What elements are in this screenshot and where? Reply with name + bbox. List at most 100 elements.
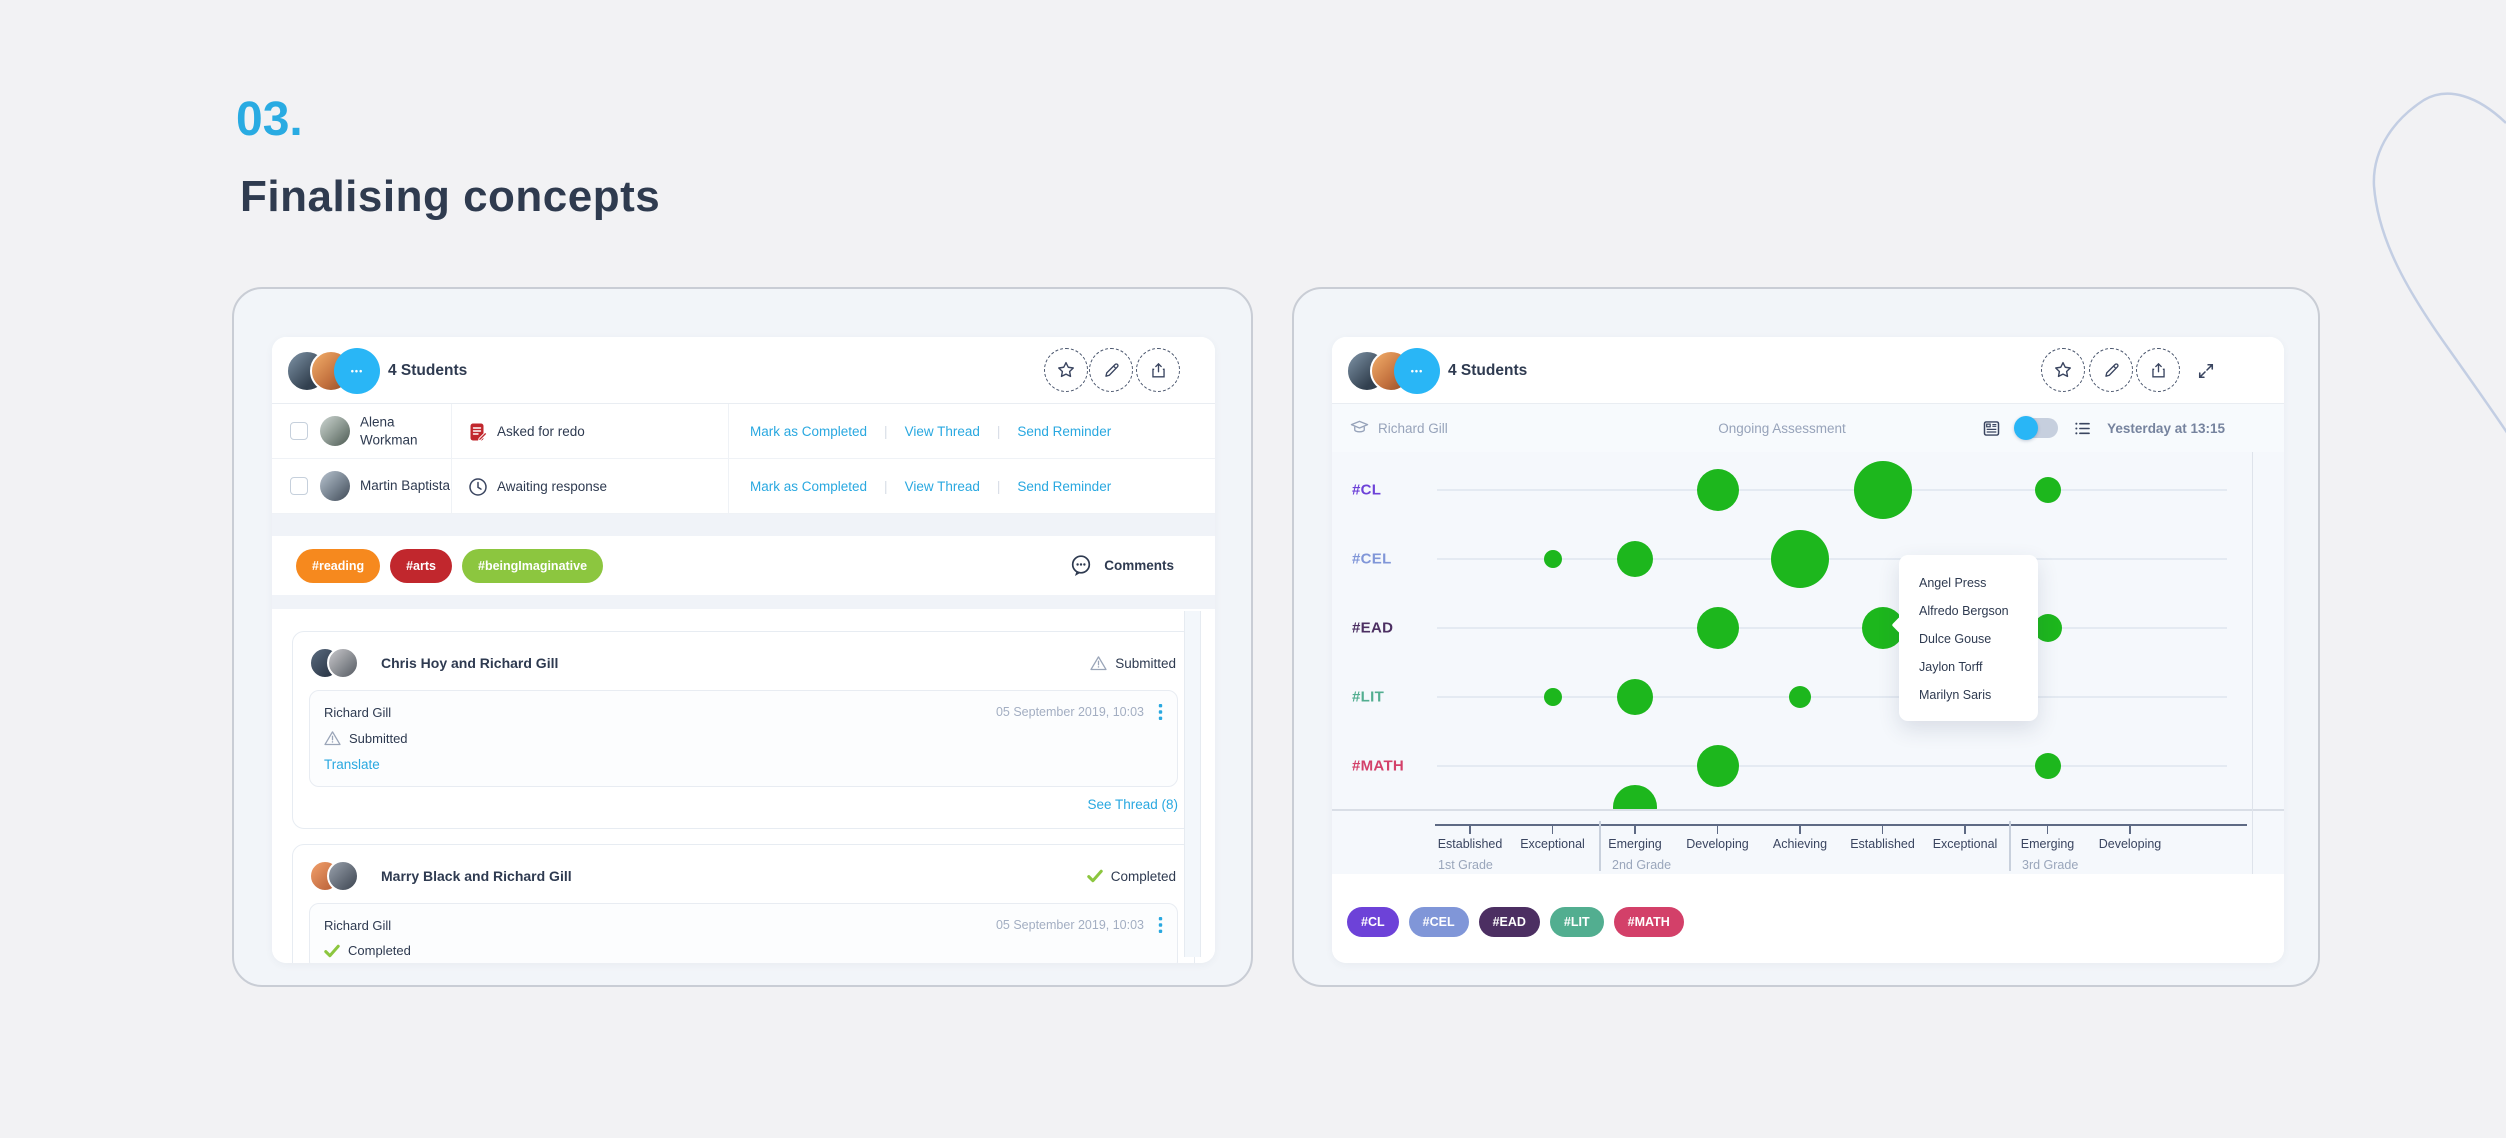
list-view-icon[interactable] bbox=[2072, 418, 2093, 439]
tag-beingImaginative[interactable]: #beingImaginative bbox=[462, 548, 604, 583]
grade-group-label: 2nd Grade bbox=[1612, 858, 1672, 872]
data-bubble[interactable] bbox=[1696, 469, 1739, 511]
section-gap bbox=[272, 514, 1215, 536]
tag-reading[interactable]: #reading bbox=[296, 548, 381, 583]
avatar bbox=[327, 647, 359, 679]
edit-button[interactable] bbox=[2089, 348, 2133, 392]
thread-participants: Marry Black and Richard Gill bbox=[381, 868, 572, 884]
row-checkbox[interactable] bbox=[290, 477, 308, 495]
grade-divider bbox=[1599, 821, 1601, 871]
scrollbar-line[interactable] bbox=[2252, 452, 2253, 874]
graduation-cap-icon bbox=[1350, 420, 1369, 433]
fullscreen-button[interactable] bbox=[2194, 359, 2218, 383]
clock-icon bbox=[469, 477, 487, 496]
grade-group-label: 1st Grade bbox=[1438, 858, 1493, 872]
row-action-send-reminder[interactable]: Send Reminder bbox=[1017, 424, 1112, 439]
data-bubble[interactable] bbox=[1771, 530, 1829, 588]
data-bubble[interactable] bbox=[1617, 679, 1653, 715]
thread-status-badge: Completed bbox=[1086, 869, 1176, 884]
message-box: Richard Gill 05 September 2019, 10:03 Co… bbox=[309, 903, 1178, 963]
student-table-row: Martin Baptista Awaiting response Mark a… bbox=[272, 459, 1215, 514]
kebab-menu-icon[interactable] bbox=[1158, 703, 1163, 721]
x-axis-label: Established bbox=[1850, 837, 1915, 851]
row-action-view-thread[interactable]: View Thread bbox=[904, 424, 980, 439]
right-panel-header: ••• 4 Students bbox=[1332, 337, 2284, 404]
more-students-button[interactable]: ••• bbox=[334, 348, 380, 394]
kebab-menu-icon[interactable] bbox=[1158, 916, 1163, 934]
message-status: Submitted bbox=[349, 730, 408, 746]
row-actions: Mark as Completed | View Thread | Send Remin… bbox=[750, 424, 1112, 439]
data-bubble[interactable] bbox=[1789, 686, 1811, 708]
data-bubble[interactable] bbox=[2033, 614, 2062, 642]
data-bubble[interactable] bbox=[1543, 550, 1562, 568]
row-action-mark-as-completed[interactable]: Mark as Completed bbox=[750, 424, 868, 439]
toggle-knob bbox=[2014, 416, 2039, 440]
edit-button[interactable] bbox=[1089, 348, 1133, 392]
view-toggle[interactable] bbox=[2014, 416, 2059, 440]
row-action-mark-as-completed[interactable]: Mark as Completed bbox=[750, 479, 868, 494]
grade-divider bbox=[2009, 821, 2011, 871]
star-icon bbox=[2055, 361, 2071, 378]
y-axis-label-cel: #CEL bbox=[1352, 550, 1392, 568]
legend-pill-cel[interactable]: #CEL bbox=[1408, 907, 1469, 937]
scrollbar-track[interactable] bbox=[1184, 611, 1201, 957]
share-button[interactable] bbox=[1136, 348, 1180, 392]
thread-card: Chris Hoy and Richard Gill Submitted Ric… bbox=[292, 631, 1195, 829]
message-timestamp: 05 September 2019, 10:03 bbox=[995, 705, 1144, 719]
translate-link[interactable]: Translate bbox=[324, 757, 380, 772]
student-filter[interactable]: Richard Gill bbox=[1350, 404, 1448, 452]
axis-tick bbox=[2046, 826, 2049, 834]
data-bubble[interactable] bbox=[1617, 541, 1653, 577]
data-bubble[interactable] bbox=[2034, 477, 2061, 503]
x-axis-label: Developing bbox=[2098, 837, 2162, 851]
pencil-icon bbox=[2104, 362, 2119, 377]
redo-doc-icon bbox=[470, 423, 488, 441]
student-table-row: Alena Workman Asked for redo Mark as Com… bbox=[272, 404, 1215, 459]
data-bubble[interactable] bbox=[1853, 461, 1912, 519]
x-axis-label: Emerging bbox=[1608, 837, 1662, 851]
axis-tick bbox=[1716, 826, 1719, 834]
message-timestamp: 05 September 2019, 10:03 bbox=[995, 918, 1144, 932]
x-axis-label: Established bbox=[1437, 837, 1503, 851]
comments-icon bbox=[1072, 554, 1091, 576]
expand-icon bbox=[2198, 363, 2214, 379]
row-gridline bbox=[1437, 765, 2227, 767]
favorite-button[interactable] bbox=[1044, 348, 1088, 392]
data-bubble[interactable] bbox=[1696, 607, 1739, 649]
axis-tick bbox=[2129, 826, 2131, 834]
row-action-send-reminder[interactable]: Send Reminder bbox=[1017, 479, 1112, 494]
legend-pill-lit[interactable]: #LIT bbox=[1549, 907, 1604, 937]
share-icon bbox=[2151, 362, 2165, 378]
row-actions: Mark as Completed | View Thread | Send Remin… bbox=[750, 479, 1112, 494]
x-axis-label: Exceptional bbox=[1932, 837, 1998, 851]
data-bubble[interactable] bbox=[2034, 753, 2061, 779]
share-button[interactable] bbox=[2136, 348, 2180, 392]
message-status: Completed bbox=[348, 943, 411, 958]
data-bubble[interactable] bbox=[1613, 785, 1657, 809]
assessment-panel: ••• 4 Students Richard Gill bbox=[1332, 337, 2284, 963]
card-view-icon[interactable] bbox=[1981, 418, 2002, 439]
row-gridline bbox=[1437, 696, 2227, 698]
comments-button[interactable]: Comments bbox=[1067, 536, 1174, 595]
row-checkbox[interactable] bbox=[290, 422, 308, 440]
legend-pill-math[interactable]: #MATH bbox=[1613, 907, 1684, 937]
data-bubble[interactable] bbox=[1543, 688, 1562, 706]
axis-tick bbox=[1881, 826, 1884, 834]
row-action-view-thread[interactable]: View Thread bbox=[904, 479, 980, 494]
legend-pill-cl[interactable]: #CL bbox=[1347, 907, 1399, 937]
legend-pill-ead[interactable]: #EAD bbox=[1478, 907, 1540, 937]
section-gap bbox=[272, 595, 1215, 609]
more-students-button[interactable]: ••• bbox=[1394, 348, 1440, 394]
row-gridline bbox=[1437, 627, 2227, 629]
chart-x-axis: Established Exceptional Emerging Developing… bbox=[1332, 809, 2284, 874]
check-icon bbox=[1086, 869, 1103, 883]
tag-arts[interactable]: #arts bbox=[390, 548, 452, 583]
step-number: 03. bbox=[236, 93, 303, 146]
favorite-button[interactable] bbox=[2041, 348, 2085, 392]
see-thread-link[interactable]: See Thread (8) bbox=[1087, 797, 1178, 812]
data-bubble[interactable] bbox=[1696, 745, 1739, 787]
students-tooltip: Angel Press Alfredo Bergson Dulce Gouse Jay… bbox=[1899, 555, 2038, 721]
axis-tick bbox=[1551, 826, 1554, 834]
tooltip-student-name: Jaylon Torff bbox=[1919, 660, 1983, 674]
left-tablet-frame: ••• 4 Students Alena Workman Asked for r… bbox=[232, 287, 1253, 987]
